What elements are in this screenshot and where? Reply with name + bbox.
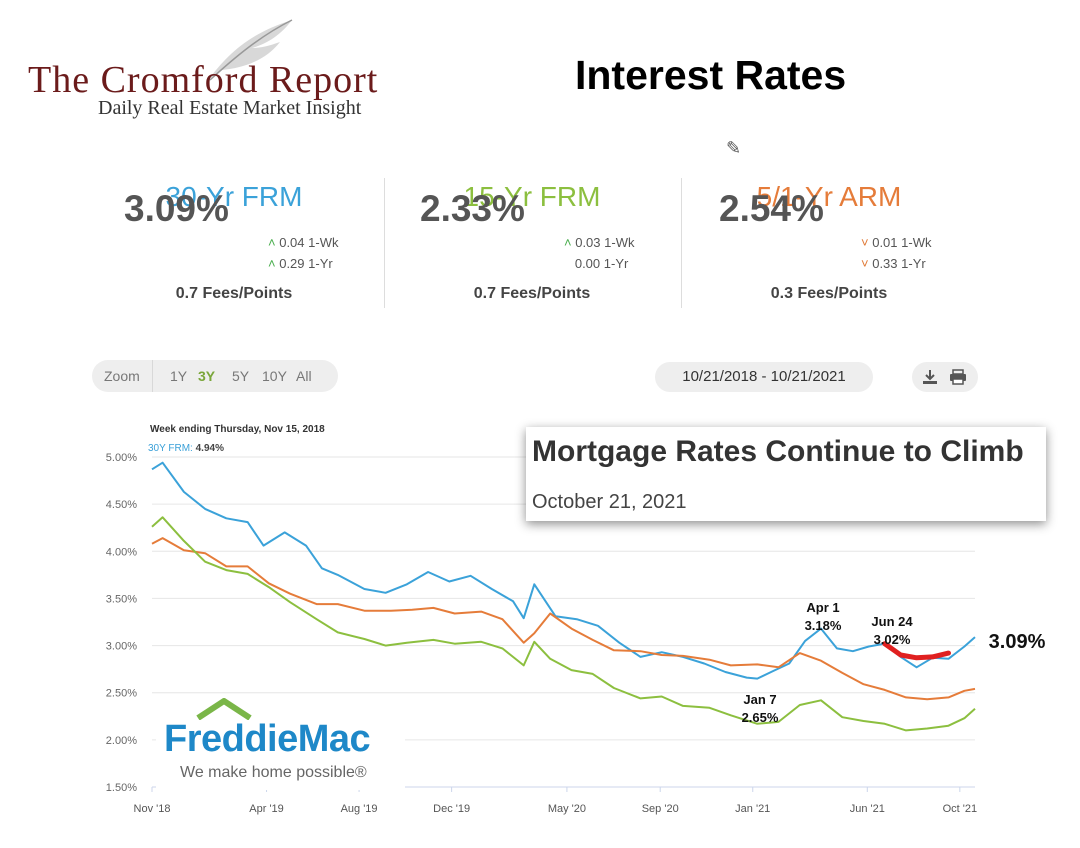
rate-value: 2.33% — [420, 188, 525, 229]
tooltip-series: 30Y FRM: — [148, 443, 193, 454]
rate-name: 30-Yr FRM — [165, 181, 303, 212]
annotation-label: 2.65% — [742, 710, 779, 725]
rate-fees: 0.7 Fees/Points — [175, 285, 293, 302]
x-tick-label: May '20 — [548, 803, 586, 815]
divider — [384, 178, 385, 308]
y-tick-label: 3.00% — [106, 641, 137, 653]
y-tick-label: 5.00% — [106, 452, 137, 464]
date-range-field[interactable]: 10/21/2018 - 10/21/2021 — [655, 362, 873, 392]
tooltip-number: 4.94% — [195, 443, 224, 454]
headline-date: October 21, 2021 — [532, 491, 687, 513]
zoom-3y-button[interactable]: 3Y — [198, 368, 216, 384]
annotation-label: Jan 7 — [743, 692, 776, 707]
week-change: 0.04 1-Wk — [279, 235, 339, 250]
up-arrow-icon: ˄ — [268, 256, 276, 271]
zoom-10y-button[interactable]: 10Y — [262, 368, 287, 384]
zoom-1y-button[interactable]: 1Y — [170, 368, 188, 384]
up-arrow-icon: ˄ — [268, 235, 276, 250]
rate-changes: ˅ 0.01 1-Wk ˅ 0.33 1-Yr — [861, 232, 931, 274]
x-tick-label: Oct '21 — [943, 803, 978, 815]
rate-changes: ˄ 0.03 1-Wk 0.00 1-Yr — [564, 232, 634, 274]
tooltip-title: Week ending Thursday, Nov 15, 2018 — [150, 424, 325, 435]
series-line-0 — [151, 461, 976, 680]
pencil-icon[interactable]: ✎ — [726, 138, 742, 158]
download-icon[interactable] — [920, 368, 940, 386]
y-tick-label: 4.50% — [106, 499, 137, 511]
rate-fees: 0.7 Fees/Points — [473, 285, 591, 302]
rate-name: 15-Yr FRM — [463, 181, 601, 212]
highlight-line — [882, 641, 951, 661]
y-tick-label: 2.00% — [106, 735, 137, 747]
headline-card: Mortgage Rates Continue to Climb October… — [526, 427, 1046, 521]
annotation-label: Apr 1 — [806, 600, 839, 615]
divider — [681, 178, 682, 308]
rate-name: 5/1-Yr ARM — [756, 181, 902, 212]
freddie-mac-logo: FreddieMac We make home possible® — [156, 694, 405, 790]
brand-title: The Cromford Report — [28, 59, 379, 101]
x-tick-label: Nov '18 — [134, 803, 171, 815]
y-tick-label: 3.50% — [106, 593, 137, 605]
logo-tagline: We make home possible® — [180, 764, 367, 781]
zoom-5y-button[interactable]: 5Y — [232, 368, 250, 384]
logo-name: FreddieMac — [164, 718, 371, 760]
x-tick-label: Jun '21 — [850, 803, 885, 815]
week-change: 0.03 1-Wk — [575, 235, 635, 250]
rate-value: 3.09% — [124, 188, 229, 229]
down-arrow-icon: ˅ — [861, 256, 869, 271]
x-tick-label: Jan '21 — [735, 803, 770, 815]
up-arrow-icon: ˄ — [564, 235, 572, 250]
week-change: 0.01 1-Wk — [872, 235, 932, 250]
annotation-label: 3.18% — [805, 618, 842, 633]
house-roof-icon — [196, 698, 252, 720]
series-line-2 — [151, 516, 976, 732]
zoom-bar: Zoom 1Y 3Y 5Y 10Y All — [92, 360, 338, 392]
year-change: 0.29 1-Yr — [279, 256, 333, 271]
print-icon[interactable] — [948, 368, 968, 386]
series-line-1 — [151, 537, 976, 701]
rate-card-30yr: 30-Yr FRM 3.09% ˄ 0.04 1-Wk ˄ 0.29 1-Yr … — [86, 180, 382, 310]
annotation-label: Jun 24 — [871, 614, 913, 629]
page-title: Interest Rates — [575, 52, 847, 98]
y-tick-label: 2.50% — [106, 688, 137, 700]
brand-subtitle: Daily Real Estate Market Insight — [98, 97, 362, 119]
rate-fees: 0.3 Fees/Points — [770, 285, 888, 302]
zoom-label: Zoom — [104, 368, 140, 384]
zoom-all-button[interactable]: All — [296, 368, 312, 384]
down-arrow-icon: ˅ — [861, 235, 869, 250]
x-tick-label: Sep '20 — [642, 803, 679, 815]
y-tick-label: 1.50% — [106, 782, 137, 794]
rate-card-arm: 5/1-Yr ARM 2.54% ˅ 0.01 1-Wk ˅ 0.33 1-Yr… — [681, 180, 977, 310]
export-tools — [912, 362, 978, 392]
year-change: 0.33 1-Yr — [872, 256, 926, 271]
rate-value: 2.54% — [719, 188, 824, 229]
year-change: 0.00 1-Yr — [574, 256, 629, 271]
annotation-label: 3.02% — [874, 632, 911, 647]
tooltip-value: 30Y FRM: 4.94% — [148, 443, 224, 454]
rate-card-15yr: 15-Yr FRM 2.33% ˄ 0.03 1-Wk 0.00 1-Yr 0.… — [384, 180, 680, 310]
headline-title: Mortgage Rates Continue to Climb — [532, 435, 1024, 468]
annotation-label: 3.09% — [989, 631, 1046, 653]
x-tick-label: Aug '19 — [341, 803, 378, 815]
x-tick-label: Dec '19 — [433, 803, 470, 815]
quill-logo-icon — [208, 19, 293, 81]
y-tick-label: 4.00% — [106, 546, 137, 558]
rate-changes: ˄ 0.04 1-Wk ˄ 0.29 1-Yr — [268, 232, 338, 274]
x-tick-label: Apr '19 — [249, 803, 284, 815]
divider — [152, 360, 153, 392]
